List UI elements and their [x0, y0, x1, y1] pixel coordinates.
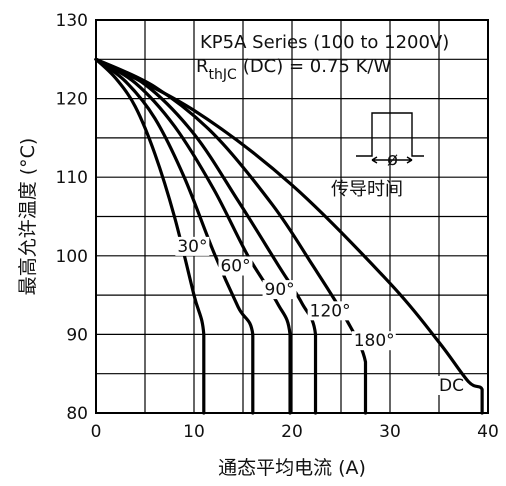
y-tick-label: 110 — [56, 168, 88, 188]
x-axis-title: 通态平均电流 (A) — [218, 457, 366, 479]
conduction-time-label: 传导时间 — [331, 179, 403, 200]
x-tick-label: 0 — [91, 422, 102, 442]
y-tick-label: 100 — [56, 247, 88, 267]
curve-60-deg — [94, 57, 255, 415]
rth-value: (DC) = 0.75 K/W — [243, 56, 392, 77]
conduction-angle-symbol: ø — [387, 149, 398, 170]
conduction-pulse-icon — [356, 112, 424, 157]
x-tick-label: 10 — [183, 422, 205, 442]
curve-label-backdrop — [262, 280, 297, 300]
y-axis-title: 最高允许温度 (°C) — [17, 138, 39, 296]
rth-symbol: R — [196, 56, 209, 77]
curve-label-backdrop — [437, 375, 461, 395]
y-tick-label: 120 — [56, 90, 88, 110]
rth-subscript: thJC — [209, 67, 237, 83]
series-title-annotation: KP5A Series (100 to 1200V) — [200, 32, 449, 53]
tick-labels: 0 10 20 30 40 80 90 100 110 120 130 — [56, 11, 499, 442]
plot-frame — [95, 19, 489, 414]
conduction-angle-arrow-icon — [371, 156, 413, 164]
curves — [94, 57, 484, 415]
y-tick-label: 90 — [66, 325, 88, 345]
curve-label-90-deg: 90° — [265, 280, 295, 300]
x-tick-label: 40 — [477, 422, 499, 442]
y-tick-label: 80 — [66, 404, 88, 424]
curve-label-backdrop — [218, 256, 253, 276]
curve-label-backdrop — [351, 331, 396, 351]
thermal-resistance-annotation: RthJC (DC) = 0.75 K/W — [196, 56, 391, 83]
curve-labels: 30° 60° 90° 120°180° DC — [175, 236, 464, 396]
curve-label-120-deg: 120° — [310, 301, 351, 321]
curve-label-backdrop — [175, 236, 210, 256]
curve-label-180-deg: 180° — [354, 331, 395, 351]
curve-90-deg — [94, 57, 292, 415]
curve-dc — [94, 57, 484, 415]
curve-label-30-deg: 30° — [177, 237, 207, 257]
y-tick-label: 130 — [56, 11, 88, 31]
x-tick-label: 30 — [379, 422, 401, 442]
curve-label-dc: DC — [439, 376, 464, 396]
curve-label-backdrop — [307, 301, 352, 321]
conduction-time-inset: ø 传导时间 — [331, 112, 424, 200]
curve-30-deg — [94, 57, 206, 415]
curve-label-60-deg: 60° — [220, 257, 250, 277]
grid — [96, 20, 488, 413]
x-tick-label: 20 — [281, 422, 303, 442]
